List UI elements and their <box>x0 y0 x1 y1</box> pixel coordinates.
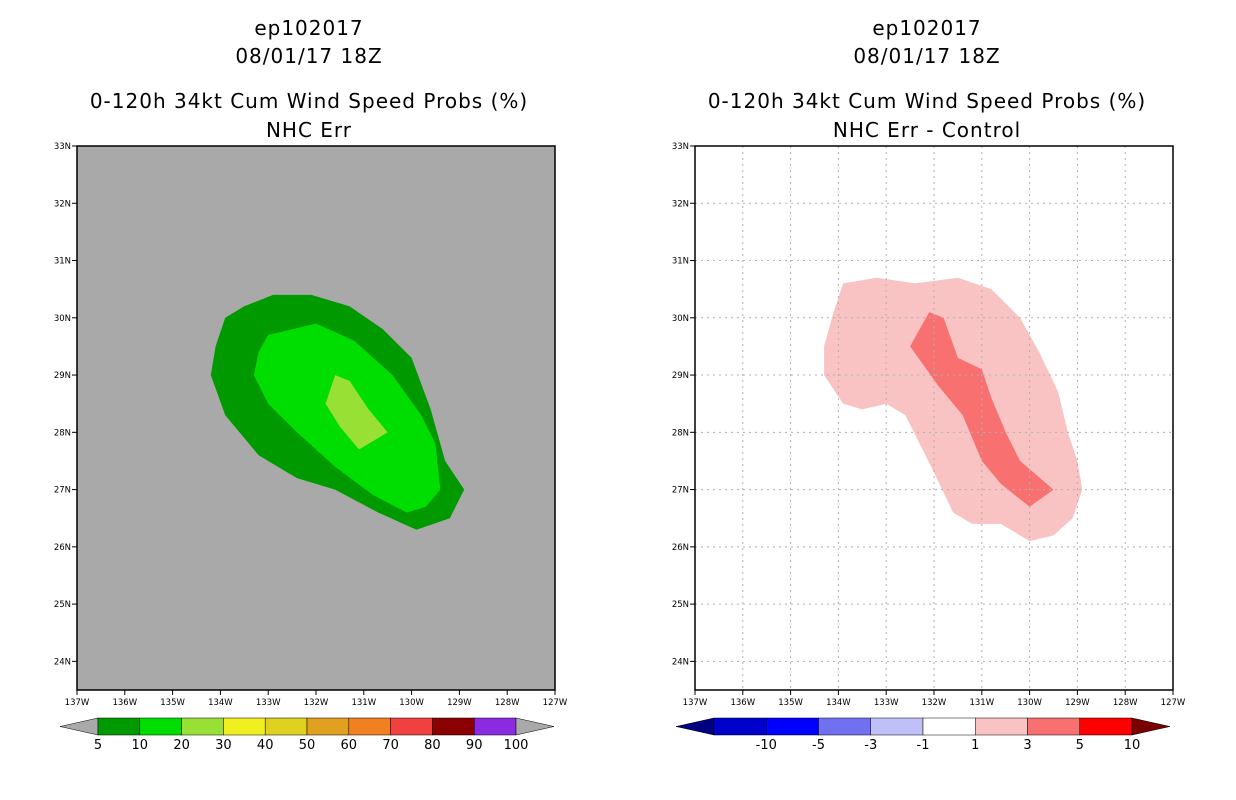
right-colorbar-box <box>1079 717 1133 736</box>
right-x-tick-label: 129W <box>1065 698 1090 708</box>
right-x-tick-label: 133W <box>874 698 899 708</box>
left-x-tick-label: 129W <box>447 698 472 708</box>
right-colorbar-box <box>1027 717 1080 736</box>
left-x-tick-label: 133W <box>256 698 281 708</box>
left-title: 0-120h 34kt Cum Wind Speed Probs (%) <box>89 89 529 113</box>
right-colorbar-box <box>922 717 976 736</box>
right-y-tick-label: 25N <box>672 600 689 610</box>
right-colorbar-extend-low <box>675 717 715 736</box>
right-colorbar-label: -3 <box>864 738 877 753</box>
right-y-tick-label: 33N <box>672 142 689 152</box>
left-x-tick-label: 132W <box>304 698 329 708</box>
right-x-tick-label: 137W <box>683 698 708 708</box>
left-y-tick-label: 28N <box>54 428 71 438</box>
left-y-tick-label: 25N <box>54 600 71 610</box>
right-colorbar-box <box>713 717 767 736</box>
right-colorbar-box <box>870 717 924 736</box>
right-colorbar-label: 5 <box>1076 738 1084 753</box>
left-y-tick-label: 29N <box>54 371 71 381</box>
left-x-tick-label: 134W <box>208 698 233 708</box>
left-contour-20-30 <box>325 375 388 450</box>
right-title: 0-120h 34kt Cum Wind Speed Probs (%) <box>707 89 1147 113</box>
left-y-tick-label: 26N <box>54 543 71 553</box>
right-storm-id: ep102017 <box>872 16 982 40</box>
right-y-tick-label: 31N <box>672 257 689 267</box>
left-colorbar-label: 60 <box>341 738 358 753</box>
right-colorbar-box <box>818 717 871 736</box>
right-x-tick-label: 134W <box>826 698 851 708</box>
left-colorbar-label: 10 <box>132 738 149 753</box>
left-x-tick-label: 136W <box>112 698 137 708</box>
left-colorbar-label: 40 <box>257 738 274 753</box>
right-y-tick-label: 32N <box>672 199 689 209</box>
right-y-tick-label: 28N <box>672 428 689 438</box>
right-colorbar-label: 1 <box>971 738 979 753</box>
left-x-tick-label: 127W <box>543 698 568 708</box>
left-y-tick-label: 27N <box>54 486 71 496</box>
left-colorbar-label: 20 <box>173 738 190 753</box>
right-y-tick-label: 26N <box>672 543 689 553</box>
left-colorbar-label: 50 <box>299 738 316 753</box>
right-colorbar-label: -5 <box>812 738 825 753</box>
left-y-tick-label: 30N <box>54 314 71 324</box>
left-storm-id: ep102017 <box>254 16 364 40</box>
left-colorbar-box <box>432 717 475 736</box>
right-y-tick-label: 30N <box>672 314 689 324</box>
right-y-tick-label: 29N <box>672 371 689 381</box>
left-x-tick-label: 130W <box>399 698 424 708</box>
left-subtitle: NHC Err <box>265 118 353 142</box>
left-colorbar-label: 100 <box>504 738 529 753</box>
left-colorbar-box <box>223 717 266 736</box>
left-colorbar-box <box>139 717 182 736</box>
right-subtitle: NHC Err - Control <box>832 118 1022 142</box>
right-colorbar-label: 10 <box>1124 738 1141 753</box>
right-x-tick-label: 128W <box>1113 698 1138 708</box>
left-colorbar-box <box>97 717 141 736</box>
left-colorbar-extend-high <box>515 717 555 736</box>
left-colorbar-extend-low <box>59 717 99 736</box>
left-x-tick-label: 135W <box>160 698 185 708</box>
right-datetime: 08/01/17 18Z <box>853 44 1001 68</box>
right-x-tick-label: 132W <box>922 698 947 708</box>
right-colorbar-label: -1 <box>917 738 930 753</box>
right-colorbar-box <box>766 717 819 736</box>
right-colorbar-label: 3 <box>1023 738 1031 753</box>
right-x-tick-label: 135W <box>778 698 803 708</box>
right-y-tick-label: 24N <box>672 657 689 667</box>
left-y-tick-label: 33N <box>54 142 71 152</box>
left-y-tick-label: 32N <box>54 199 71 209</box>
left-colorbar-box <box>390 717 433 736</box>
right-x-tick-label: 127W <box>1161 698 1186 708</box>
left-colorbar-box <box>306 717 350 736</box>
left-x-tick-label: 131W <box>351 698 376 708</box>
left-colorbar-label: 5 <box>94 738 102 753</box>
right-contour-3-5 <box>910 312 1054 507</box>
left-x-tick-label: 128W <box>495 698 520 708</box>
left-colorbar-label: 30 <box>215 738 232 753</box>
left-datetime: 08/01/17 18Z <box>235 44 383 68</box>
left-colorbar-box <box>348 717 391 736</box>
left-y-tick-label: 31N <box>54 257 71 267</box>
left-colorbar-label: 90 <box>466 738 483 753</box>
left-colorbar-box <box>264 717 308 736</box>
right-colorbar-extend-high <box>1131 717 1171 736</box>
left-x-tick-label: 137W <box>65 698 90 708</box>
right-x-tick-label: 136W <box>730 698 755 708</box>
left-colorbar-box <box>181 717 224 736</box>
right-x-tick-label: 131W <box>969 698 994 708</box>
left-colorbar-label: 80 <box>424 738 441 753</box>
left-colorbar-label: 70 <box>382 738 399 753</box>
right-colorbar-label: -10 <box>756 738 777 753</box>
right-x-tick-label: 130W <box>1017 698 1042 708</box>
left-colorbar-box <box>473 717 517 736</box>
right-colorbar-box <box>975 717 1028 736</box>
left-y-tick-label: 24N <box>54 657 71 667</box>
right-y-tick-label: 27N <box>672 486 689 496</box>
